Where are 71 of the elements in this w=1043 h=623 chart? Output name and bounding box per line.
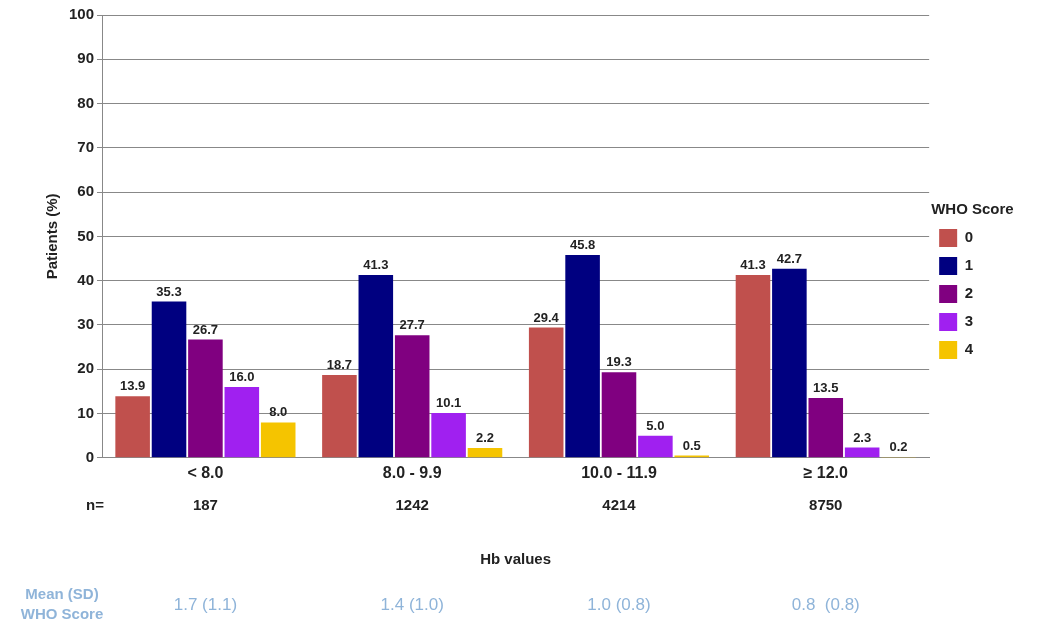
y-tick-label: 20 <box>77 359 95 377</box>
bar <box>358 274 394 458</box>
data-label: 27.7 <box>399 317 425 333</box>
bar <box>638 435 673 458</box>
bar <box>528 327 564 458</box>
bar <box>772 268 807 458</box>
legend-label: 4 <box>964 340 974 358</box>
text: n= <box>86 495 105 513</box>
y-tick-label: 60 <box>77 182 95 200</box>
data-label: 0.2 <box>889 438 908 454</box>
text: 1.4 (1.0) <box>380 594 444 614</box>
data-label: 5.0 <box>646 417 665 433</box>
x-tick-label: 10.0 - 11.9 <box>581 463 657 481</box>
data-label: 45.8 <box>569 237 596 253</box>
bar <box>151 301 187 458</box>
bar <box>565 255 600 458</box>
data-label: 13.5 <box>813 380 839 396</box>
data-label: 41.3 <box>363 257 389 272</box>
text: 4214 <box>602 495 637 513</box>
data-label: 10.1 <box>435 395 462 411</box>
text: 1242 <box>395 495 429 513</box>
bar <box>431 413 466 458</box>
x-axis-title: Hb values <box>480 550 552 568</box>
data-label: 29.4 <box>533 309 560 325</box>
y-tick-label: 80 <box>77 93 95 111</box>
data-label: 41.3 <box>740 257 766 272</box>
legend-label: 2 <box>964 284 973 302</box>
data-label: 13.9 <box>119 378 146 394</box>
bar <box>115 396 150 458</box>
data-label: 26.7 <box>192 321 219 337</box>
legend-title: WHO Score <box>931 199 1014 217</box>
y-tick-label: 50 <box>77 226 95 244</box>
x-tick-label: 8.0 - 9.9 <box>382 463 442 481</box>
bar <box>844 447 880 458</box>
data-label: 8.0 <box>269 404 288 420</box>
legend-label: 1 <box>964 256 973 274</box>
legend-label: 0 <box>964 228 973 246</box>
bar <box>735 274 771 458</box>
y-tick-label: 0 <box>85 447 95 465</box>
y-axis-title: Patients (%) <box>43 193 61 280</box>
bar <box>601 372 637 458</box>
bar <box>808 398 844 458</box>
text: 1.0 (0.8) <box>587 594 651 614</box>
bar <box>467 448 503 458</box>
text: 0.8 (0.8) <box>791 594 860 614</box>
data-label: 18.7 <box>326 357 353 373</box>
data-label: 2.2 <box>475 430 495 446</box>
bar <box>394 335 430 458</box>
text: Mean (SD) WHO Score <box>20 585 104 623</box>
x-tick-label: ≥ 12.0 <box>803 463 849 481</box>
data-label: 42.7 <box>776 250 803 266</box>
y-tick-label: 10 <box>77 403 95 421</box>
y-tick-label: 40 <box>77 270 95 288</box>
y-tick-label: 90 <box>77 49 95 67</box>
text: 187 <box>192 495 218 513</box>
bar <box>224 386 260 458</box>
y-tick-label: 70 <box>77 137 95 155</box>
data-label: 16.0 <box>229 369 255 385</box>
data-label: 0.5 <box>682 437 701 453</box>
y-tick-label: 100 <box>69 5 95 23</box>
bar <box>188 339 223 458</box>
bar <box>322 375 357 458</box>
data-label: 35.3 <box>156 283 182 299</box>
data-label: 2.3 <box>853 429 872 445</box>
legend-label: 3 <box>964 312 973 330</box>
y-tick-label: 30 <box>77 315 95 333</box>
x-tick-label: < 8.0 <box>187 463 224 481</box>
data-label: 19.3 <box>606 354 632 370</box>
text: 1.7 (1.1) <box>173 594 238 614</box>
bar <box>260 422 296 458</box>
text: 8750 <box>809 495 843 513</box>
